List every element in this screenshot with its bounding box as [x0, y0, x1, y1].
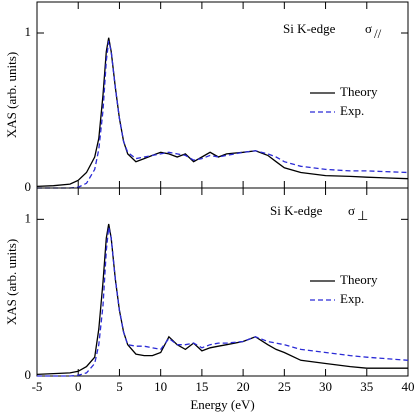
y-tick-label: 0 [25, 179, 32, 194]
x-axis-label: Energy (eV) [190, 397, 254, 412]
x-tick-label: 30 [319, 379, 332, 394]
annotation-symbol: σ [348, 203, 355, 218]
x-tick-label: 10 [154, 379, 167, 394]
annotation: Si K-edge [283, 21, 336, 36]
y-tick-label: 1 [25, 24, 32, 39]
series-line [37, 40, 409, 189]
x-tick-label: 15 [195, 379, 208, 394]
x-tick-label: 20 [237, 379, 250, 394]
legend-label: Exp. [340, 103, 364, 118]
annotation-subscript: // [374, 26, 382, 41]
annotation-subscript: ⊥ [357, 208, 368, 223]
series-line [36, 37, 409, 188]
x-tick-label: 35 [360, 379, 373, 394]
y-tick-label: 0 [25, 367, 32, 382]
annotation-symbol: σ [365, 21, 372, 36]
series-line [36, 223, 408, 376]
series-line [37, 227, 409, 377]
y-axis-label: XAS (arb. units) [4, 239, 19, 325]
plot-frame [36, 187, 409, 377]
annotation: Si K-edge [270, 203, 323, 218]
x-tick-label: -5 [32, 379, 43, 394]
y-tick-label: 1 [25, 210, 32, 225]
x-tick-label: 40 [402, 379, 415, 394]
x-tick-label: 25 [278, 379, 291, 394]
legend-label: Theory [340, 272, 378, 287]
x-tick-label: 0 [75, 379, 82, 394]
x-tick-label: 5 [116, 379, 123, 394]
legend-label: Exp. [340, 291, 364, 306]
legend-label: Theory [340, 84, 378, 99]
y-axis-label: XAS (arb. units) [4, 52, 19, 138]
